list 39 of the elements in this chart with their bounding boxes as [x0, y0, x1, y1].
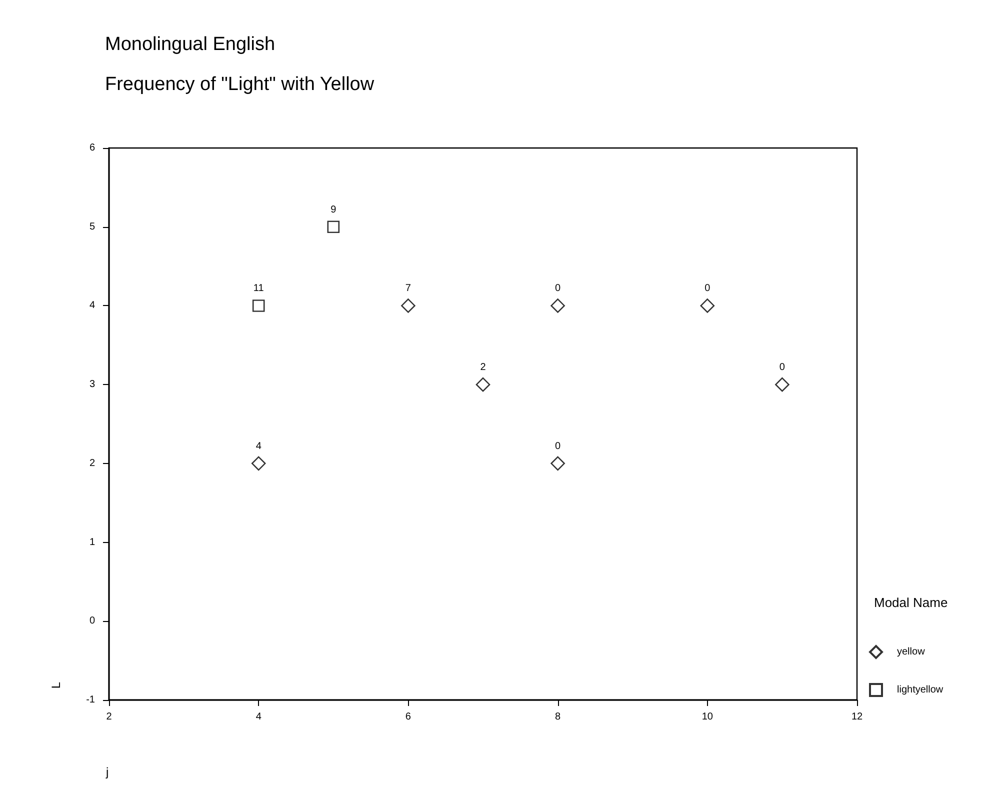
point	[401, 298, 416, 313]
annotation: 11	[253, 283, 264, 294]
point	[550, 298, 565, 313]
annotation: 0	[555, 440, 562, 452]
y-axis-title: L	[49, 682, 63, 689]
y-tick-label: 1	[89, 536, 96, 548]
annotation: 0	[704, 283, 711, 294]
x-tick-label: 10	[702, 712, 714, 722]
point	[700, 298, 715, 313]
annotation: 7	[405, 283, 412, 294]
y-tick-label: -1	[86, 694, 96, 706]
annotation: 0	[779, 362, 786, 374]
annotation: 4	[256, 440, 262, 452]
point	[476, 377, 490, 392]
legend-label: lightyellow	[897, 684, 944, 696]
point	[327, 220, 340, 234]
y-tick-label: 0	[89, 616, 96, 627]
point	[775, 377, 790, 392]
y-tick-label: 4	[89, 300, 96, 312]
legend-label: yellow	[897, 646, 926, 658]
annotation: 2	[480, 362, 486, 374]
annotation: 0	[555, 283, 562, 294]
point	[252, 300, 265, 312]
x-tick-label: 2	[106, 712, 112, 722]
y-tick-label: 3	[89, 379, 96, 390]
chart-subtitle: Frequency of "Light" with Yellow	[105, 74, 374, 95]
y-tick-label: 2	[89, 458, 96, 469]
annotation: 9	[330, 204, 337, 216]
legend-title: Modal Name	[874, 595, 948, 610]
x-tick-label: 6	[405, 712, 412, 722]
x-tick-label: 8	[555, 712, 562, 722]
y-tick-label: 6	[89, 142, 96, 154]
x-tick-label: 4	[256, 712, 262, 722]
x-tick-label: 12	[851, 712, 863, 722]
x-axis-title: j	[105, 765, 109, 779]
chart-title: Monolingual English	[105, 34, 276, 55]
y-tick-label: 5	[89, 221, 96, 232]
point	[251, 456, 266, 471]
point	[550, 456, 565, 471]
